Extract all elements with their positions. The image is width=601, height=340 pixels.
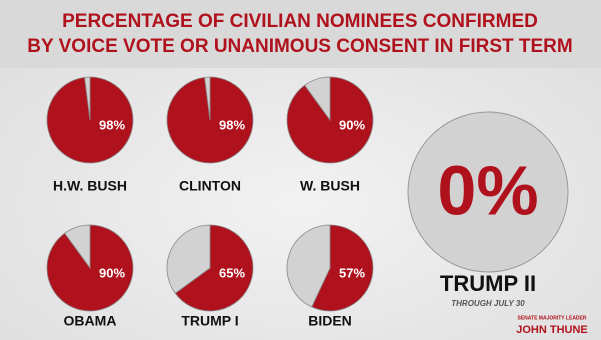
logo-name: JOHN THUNE (516, 324, 588, 336)
title: PERCENTAGE OF CIVILIAN NOMINEES CONFIRME… (62, 11, 538, 32)
value-label: 0% (437, 151, 538, 229)
pie-slice (64, 224, 91, 270)
value-label: 90% (339, 117, 365, 132)
value-label: 98% (219, 117, 245, 132)
pie-label: TRUMP I (181, 313, 238, 329)
pie-slice (407, 111, 569, 273)
pie-slice (166, 224, 211, 294)
title-band (0, 0, 601, 68)
pie-subtitle: THROUGH JULY 30 (451, 299, 525, 308)
pie-slice (304, 76, 331, 122)
pie-slice (286, 224, 331, 308)
pie-slice (84, 76, 91, 121)
pie-slice (204, 76, 211, 121)
pie-label: H.W. BUSH (53, 178, 127, 194)
pie-label: BIDEN (308, 313, 352, 329)
value-label: 90% (99, 265, 125, 280)
pie-slice (174, 224, 254, 312)
pie-slice (311, 224, 374, 312)
pie-label: CLINTON (179, 178, 241, 194)
pie-label: OBAMA (64, 313, 117, 329)
logo-kicker: SENATE MAJORITY LEADER (518, 315, 587, 321)
pie-label: W. BUSH (300, 178, 360, 194)
value-label: 65% (219, 265, 245, 280)
pie-label: TRUMP II (440, 271, 536, 296)
value-label: 98% (99, 117, 125, 132)
title: BY VOICE VOTE OR UNANIMOUS CONSENT IN FI… (27, 36, 572, 57)
value-label: 57% (339, 265, 365, 280)
